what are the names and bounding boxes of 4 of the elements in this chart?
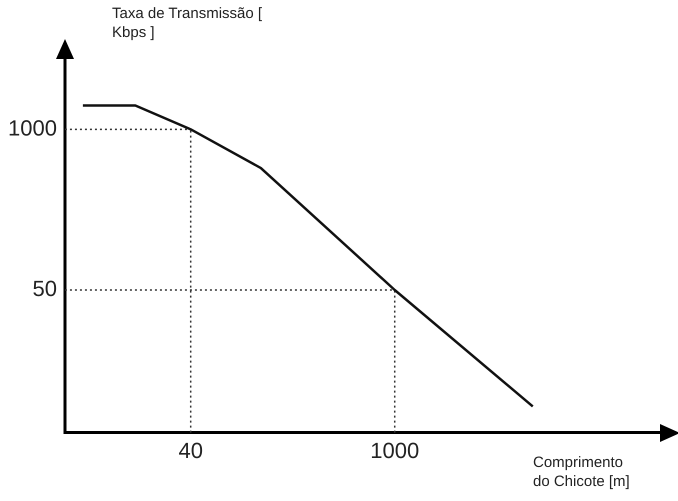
y-axis-title: Taxa de Transmissão [ Kbps ]: [112, 4, 264, 42]
x-axis-title: Comprimento do Chicote [m]: [533, 453, 631, 491]
y-tick-label: 50: [32, 276, 57, 302]
x-tick-label: 40: [178, 438, 203, 463]
